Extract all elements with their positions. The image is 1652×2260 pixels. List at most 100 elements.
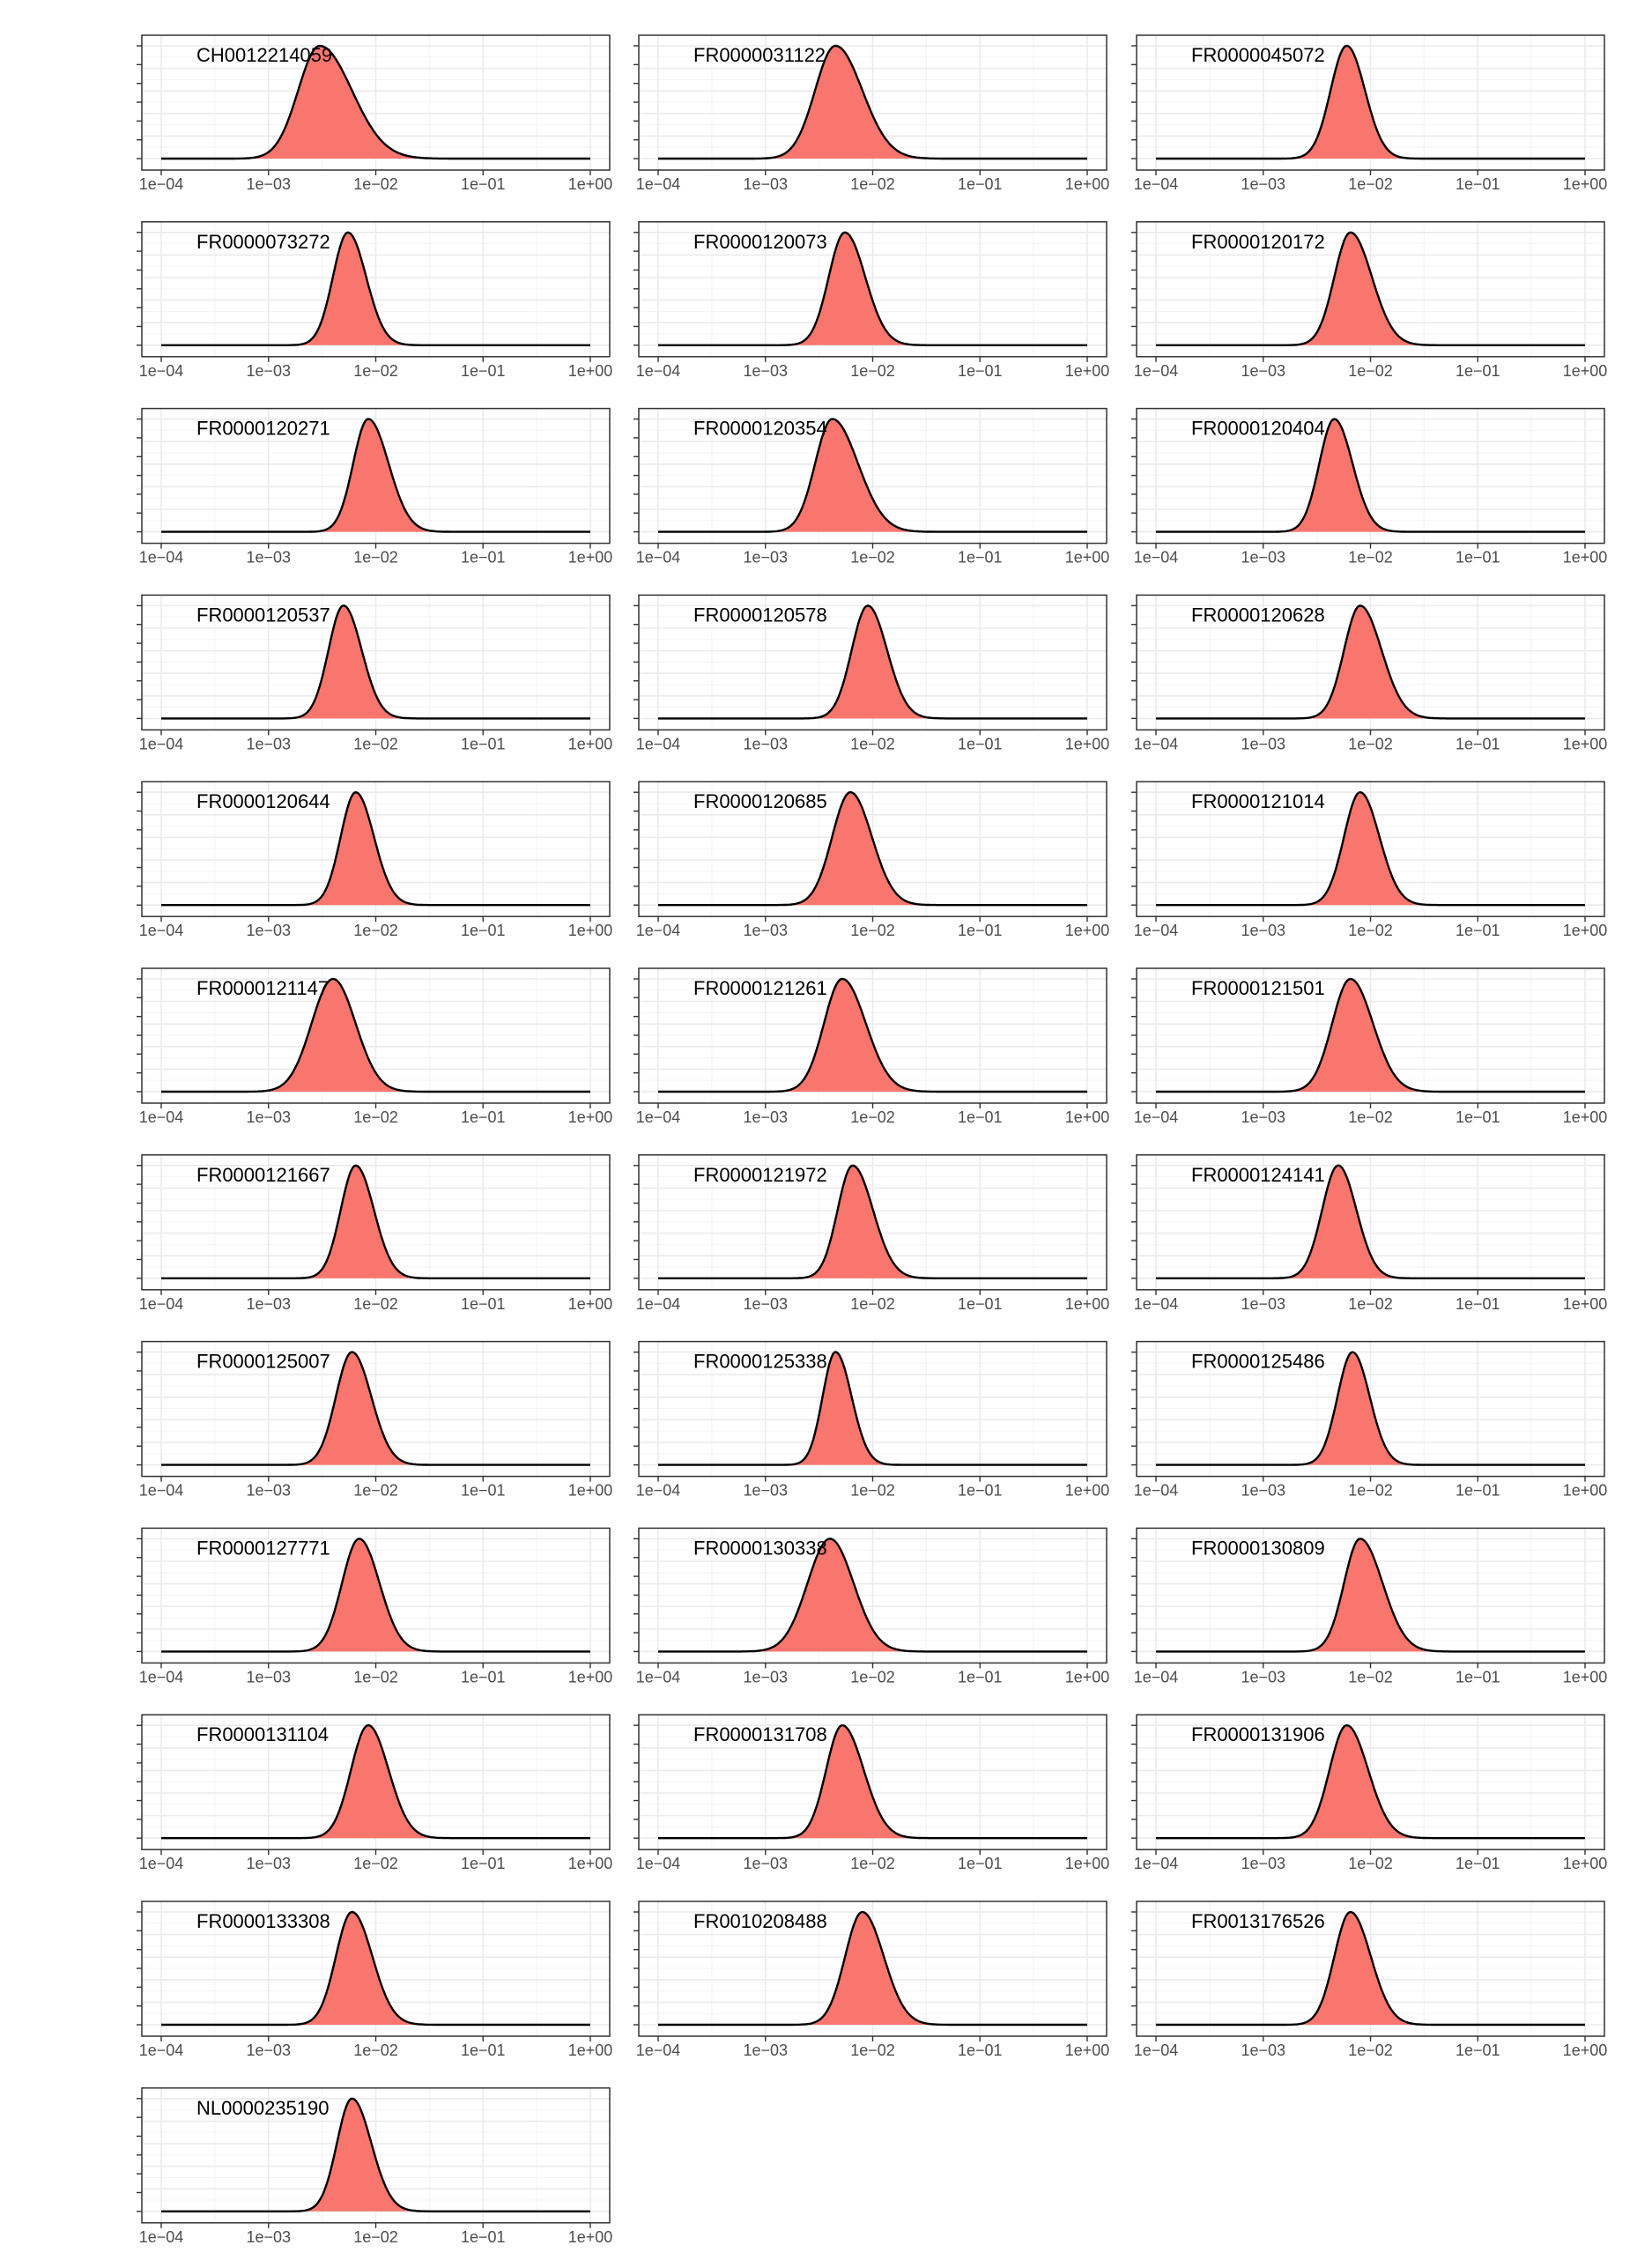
facet-panel: 1e−04 1e−03 1e−02 1e−01 1e+00 FR0000121501 [1131, 967, 1607, 1126]
facet-panel: 1e−04 1e−03 1e−02 1e−01 1e+00 FR0000120271 [137, 407, 612, 567]
x-tick-label: 1e+00 [568, 1668, 613, 1686]
x-tick-label: 1e+00 [568, 175, 613, 193]
panel-label: FR0000133308 [196, 1910, 330, 1932]
x-tick-label: 1e+00 [1065, 735, 1110, 752]
x-tick-label: 1e−03 [246, 175, 291, 193]
x-tick-label: 1e−03 [743, 735, 788, 752]
density-area [658, 979, 1087, 1092]
x-tick-label: 1e+00 [568, 1855, 613, 1872]
facet-panel: 1e−04 1e−03 1e−02 1e−01 1e+00 FR0000120578 [633, 594, 1110, 752]
panel-label: FR0000125007 [196, 1351, 330, 1373]
x-tick-label: 1e−04 [139, 1482, 184, 1500]
density-area [658, 232, 1087, 345]
density-line [1156, 791, 1585, 907]
x-tick-label: 1e−03 [743, 362, 788, 380]
x-tick-label: 1e−03 [246, 1108, 291, 1126]
panel-label: FR0000073272 [196, 231, 330, 253]
x-tick-label: 1e−01 [1456, 175, 1500, 193]
panel-label: FR0000121667 [196, 1164, 330, 1186]
x-tick-label: 1e−02 [353, 1855, 398, 1872]
x-tick-label: 1e+00 [1563, 1295, 1608, 1313]
x-tick-label: 1e−04 [139, 735, 184, 752]
x-tick-label: 1e−01 [958, 1855, 1003, 1872]
x-tick-label: 1e−01 [1456, 922, 1500, 939]
x-tick-label: 1e−04 [1134, 1295, 1179, 1313]
density-area [161, 792, 590, 906]
facet-panel: 1e−04 1e−03 1e−02 1e−01 1e+00 FR0000120172 [1131, 221, 1607, 380]
panel-label: FR0000130809 [1191, 1537, 1325, 1559]
x-tick-label: 1e−02 [1348, 922, 1393, 939]
x-tick-label: 1e−04 [139, 1855, 184, 1872]
facet-panel: 1e−04 1e−03 1e−02 1e−01 1e+00 FR0000124141 [1131, 1154, 1608, 1313]
x-tick-label: 1e−03 [743, 1482, 788, 1500]
x-tick-label: 1e−01 [461, 362, 506, 380]
facet-panel: 1e−04 1e−03 1e−02 1e−01 1e+00 FR0000130809 [1131, 1527, 1607, 1686]
x-tick-label: 1e−02 [1348, 1482, 1393, 1500]
x-tick-label: 1e−03 [1241, 1668, 1285, 1686]
x-tick-label: 1e−02 [353, 1668, 398, 1686]
facet-panel: 1e−04 1e−03 1e−02 1e−01 1e+00 FR0000031122 [633, 34, 1109, 193]
density-line [161, 1910, 590, 2027]
x-tick-label: 1e−01 [1456, 549, 1500, 567]
x-tick-label: 1e−02 [1348, 1295, 1393, 1313]
x-tick-label: 1e−03 [1241, 1482, 1285, 1500]
x-tick-label: 1e−02 [1348, 2041, 1393, 2059]
density-area [161, 46, 590, 159]
x-tick-label: 1e−01 [461, 1855, 506, 1872]
density-area [1156, 1352, 1585, 1465]
density-line [1156, 1164, 1585, 1279]
x-tick-label: 1e+00 [1563, 549, 1608, 567]
density-line [161, 604, 590, 720]
density-line [658, 1910, 1087, 2027]
facet-panel: 1e−04 1e−03 1e−02 1e−01 1e+00 CH0012214059 [137, 34, 613, 193]
facet-panel: 1e−04 1e−03 1e−02 1e−01 1e+00 FR0000125338 [633, 1340, 1110, 1500]
facet-panel: 1e−04 1e−03 1e−02 1e−01 1e+00 NL0000235190 [137, 2087, 612, 2246]
density-area [658, 1912, 1087, 2025]
panel-label: FR0000125338 [693, 1351, 827, 1373]
x-tick-label: 1e−02 [1348, 362, 1393, 380]
density-line [1156, 977, 1585, 1093]
x-tick-label: 1e−04 [636, 2041, 681, 2059]
x-tick-label: 1e−04 [1134, 1855, 1179, 1872]
x-tick-label: 1e−02 [850, 1855, 895, 1872]
x-tick-label: 1e−04 [139, 922, 184, 939]
density-area [1156, 792, 1585, 906]
x-tick-label: 1e+00 [1065, 549, 1110, 567]
panel-label: FR0000120073 [693, 231, 827, 253]
x-tick-label: 1e−01 [461, 175, 506, 193]
panel-label: NL0000235190 [196, 2097, 329, 2119]
x-tick-label: 1e−02 [850, 1482, 895, 1500]
panel-label: FR0000121501 [1191, 977, 1325, 999]
panel-label: FR0000120578 [693, 604, 827, 626]
density-line [1156, 418, 1585, 533]
facet-panel: 1e−04 1e−03 1e−02 1e−01 1e+00 FR0000120628 [1131, 594, 1607, 752]
x-tick-label: 1e−02 [850, 735, 895, 752]
x-tick-label: 1e−02 [850, 362, 895, 380]
density-line [1156, 1724, 1585, 1840]
density-line [1156, 1351, 1585, 1466]
x-tick-label: 1e−03 [1241, 549, 1285, 567]
x-tick-label: 1e−04 [1134, 735, 1179, 752]
x-tick-label: 1e−04 [636, 735, 681, 752]
x-tick-label: 1e−03 [743, 1855, 788, 1872]
facet-panel: 1e−04 1e−03 1e−02 1e−01 1e+00 FR0010208488 [633, 1901, 1109, 2059]
x-tick-label: 1e−01 [958, 1668, 1003, 1686]
x-tick-label: 1e+00 [1563, 922, 1608, 939]
x-tick-label: 1e−03 [246, 549, 291, 567]
density-area [161, 1352, 590, 1465]
density-area [658, 419, 1087, 532]
x-tick-label: 1e−01 [1456, 1668, 1500, 1686]
facet-panel: 1e−04 1e−03 1e−02 1e−01 1e+00 FR0000120354 [633, 407, 1110, 567]
density-area [1156, 1538, 1585, 1652]
density-area [658, 605, 1087, 719]
panel-label: FR0000125486 [1191, 1351, 1325, 1373]
panel-label: FR0000120404 [1191, 418, 1325, 440]
x-tick-label: 1e−04 [636, 1482, 681, 1500]
density-line [161, 1351, 590, 1466]
x-tick-label: 1e−02 [1348, 1668, 1393, 1686]
x-tick-label: 1e−04 [636, 362, 681, 380]
x-tick-label: 1e+00 [1065, 2041, 1110, 2059]
x-tick-label: 1e−02 [353, 549, 398, 567]
panel-label: FR0000120172 [1191, 231, 1325, 253]
x-tick-label: 1e+00 [1065, 1482, 1110, 1500]
